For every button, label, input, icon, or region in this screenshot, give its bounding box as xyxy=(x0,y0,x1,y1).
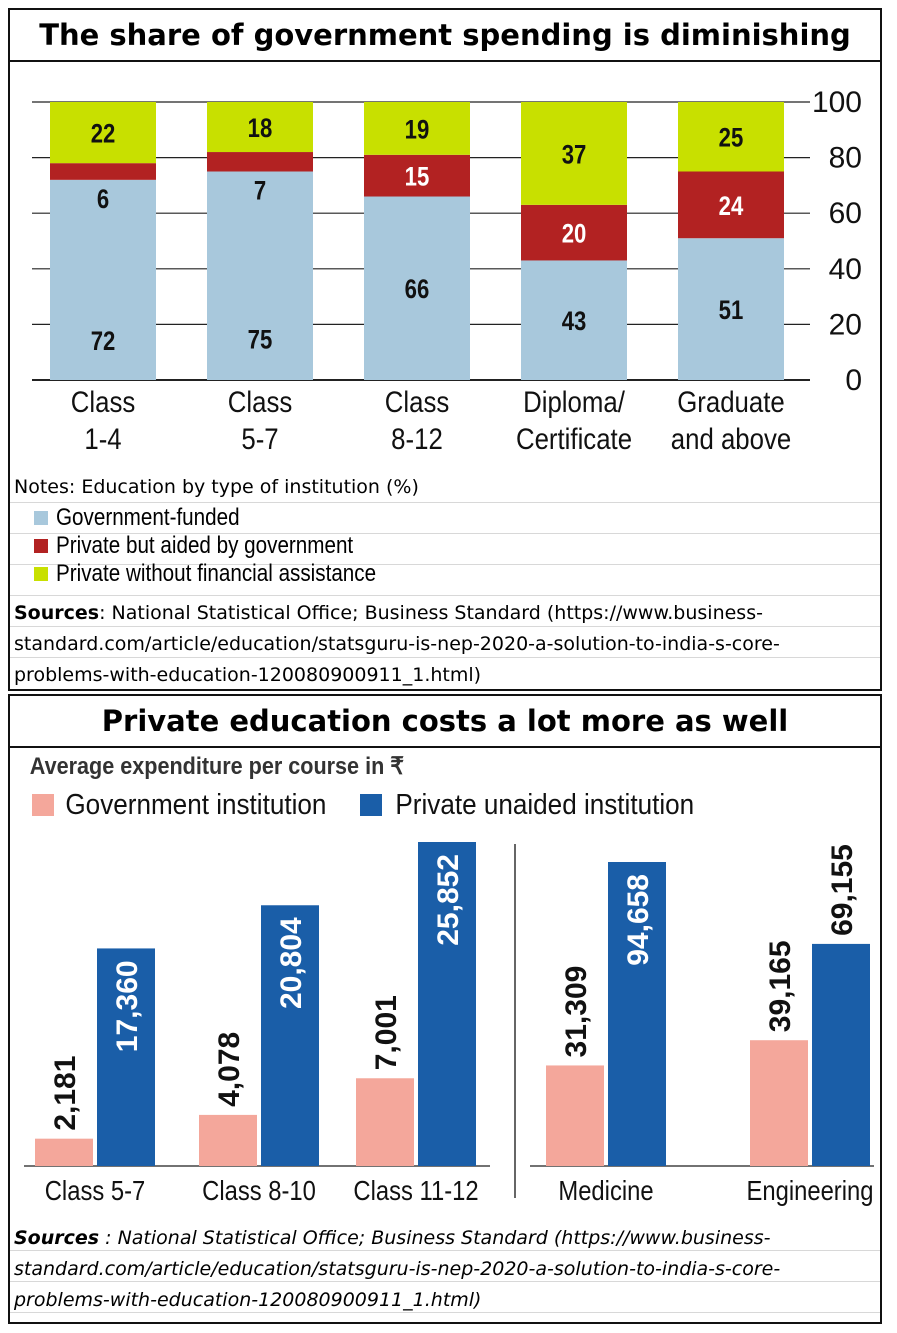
legend-item-private-aided: Private but aided by government xyxy=(34,532,402,560)
x-tick-label: Class 5-7 xyxy=(45,1174,145,1206)
legend-label: Government institution xyxy=(65,788,326,821)
x-tick-label: 8-12 xyxy=(391,422,443,455)
data-label: 31,309 xyxy=(560,966,593,1058)
data-label: 66 xyxy=(405,275,430,305)
bar-segment xyxy=(678,238,784,380)
legend-swatch xyxy=(34,567,48,581)
sources-label: Sources xyxy=(14,602,100,624)
data-label: 39,165 xyxy=(764,940,797,1032)
data-label: 72 xyxy=(91,327,116,357)
data-label: 25 xyxy=(719,124,744,154)
chart-sources: Sources: National Statistical Office; Bu… xyxy=(14,598,872,691)
data-label: 20 xyxy=(562,220,587,250)
legend-swatch xyxy=(32,794,54,816)
legend-item-private-unaided: Private without financial assistance xyxy=(34,560,428,588)
legend-swatch xyxy=(360,794,382,816)
legend-item-government-funded: Government-funded xyxy=(34,504,269,532)
bar-segment xyxy=(521,260,627,380)
data-label: 17,360 xyxy=(111,960,144,1052)
data-label: 7,001 xyxy=(370,995,403,1070)
bar-segment xyxy=(521,204,627,261)
data-label: 4,078 xyxy=(213,1032,246,1107)
chart-subtitle: Average expenditure per course in ₹ xyxy=(30,752,405,779)
data-label: 69,155 xyxy=(826,844,859,936)
y-tick-label: 60 xyxy=(829,197,862,230)
sources-label: Sources xyxy=(14,1227,100,1249)
data-label: 51 xyxy=(719,296,744,326)
x-tick-label: Class xyxy=(385,385,449,418)
bar-government xyxy=(356,1078,414,1166)
data-label: 7 xyxy=(254,177,266,207)
y-tick-label: 0 xyxy=(845,364,862,397)
bar-segment xyxy=(50,179,156,380)
data-label: 20,804 xyxy=(275,917,308,1009)
data-label: 43 xyxy=(562,307,587,337)
chart-title: Private education costs a lot more as we… xyxy=(10,696,880,748)
x-tick-label: Medicine xyxy=(558,1174,653,1206)
data-label: 24 xyxy=(719,192,744,222)
bar-segment xyxy=(50,163,156,180)
bar-segment xyxy=(521,102,627,205)
bar-segment xyxy=(364,196,470,380)
bar-private xyxy=(97,948,155,1166)
data-label: 75 xyxy=(248,325,273,355)
x-tick-label: and above xyxy=(671,422,791,455)
legend-label: Private without financial assistance xyxy=(56,560,377,587)
x-tick-label: Graduate xyxy=(677,385,785,418)
bar-segment xyxy=(207,171,313,380)
y-tick-label: 80 xyxy=(829,142,862,175)
bar-segment xyxy=(678,102,784,172)
data-label: 94,658 xyxy=(622,874,655,966)
legend-label: Private unaided institution xyxy=(395,788,694,821)
y-tick-label: 100 xyxy=(812,86,862,119)
legend-swatch xyxy=(34,511,48,525)
bar-government xyxy=(546,1065,604,1166)
data-label: 6 xyxy=(97,185,109,215)
bar-private xyxy=(812,943,870,1166)
x-tick-label: Engineering xyxy=(747,1174,874,1206)
x-tick-label: Class 8-10 xyxy=(202,1174,316,1206)
data-label: 22 xyxy=(91,120,116,150)
data-label: 15 xyxy=(405,163,430,193)
chart-panel-government-share: The share of government spending is dimi… xyxy=(8,8,882,691)
y-tick-label: 40 xyxy=(829,253,862,286)
x-tick-label: Certificate xyxy=(516,422,632,455)
bar-segment xyxy=(364,102,470,155)
bar-private xyxy=(608,862,666,1166)
data-label: 2,181 xyxy=(49,1056,82,1131)
x-tick-label: 1-4 xyxy=(84,422,121,455)
data-label: 37 xyxy=(562,140,587,170)
chart-sources: Sources : National Statistical Office; B… xyxy=(14,1223,872,1316)
bar-segment xyxy=(207,152,313,172)
x-tick-label: Diploma/ xyxy=(523,385,625,418)
x-tick-label: Class 11-12 xyxy=(353,1174,478,1206)
chart-notes: Notes: Education by type of institution … xyxy=(14,476,419,498)
grouped-bar-chart: Average expenditure per course in ₹ Gover… xyxy=(24,752,874,1206)
x-tick-label: Class xyxy=(228,385,292,418)
bar-government xyxy=(35,1138,93,1166)
bar-government xyxy=(750,1040,808,1166)
sources-text: : National Statistical Office; Business … xyxy=(14,1227,781,1311)
y-tick-label: 20 xyxy=(829,308,862,341)
x-tick-label: Class xyxy=(71,385,135,418)
stacked-bar-chart: 0 20 40 60 80 100 72 6 22 Class 1-4 75 7 18 Class 5-7 66… xyxy=(32,86,862,455)
legend-label: Government-funded xyxy=(56,504,240,531)
bar-segment xyxy=(50,102,156,164)
bar-private xyxy=(418,842,476,1166)
bar-private xyxy=(261,905,319,1166)
bar-segment xyxy=(207,102,313,153)
bar-government xyxy=(199,1114,257,1166)
legend-label: Private but aided by government xyxy=(56,532,354,559)
data-label: 19 xyxy=(405,115,430,145)
chart-panel-private-costs: Private education costs a lot more as we… xyxy=(8,694,882,1324)
sources-text: : National Statistical Office; Business … xyxy=(14,602,780,686)
x-tick-label: 5-7 xyxy=(241,422,278,455)
chart-title: The share of government spending is dimi… xyxy=(10,10,880,62)
data-label: 25,852 xyxy=(432,854,465,946)
legend-swatch xyxy=(34,539,48,553)
data-label: 18 xyxy=(248,114,273,144)
bar-segment xyxy=(364,154,470,197)
bar-segment xyxy=(678,171,784,239)
